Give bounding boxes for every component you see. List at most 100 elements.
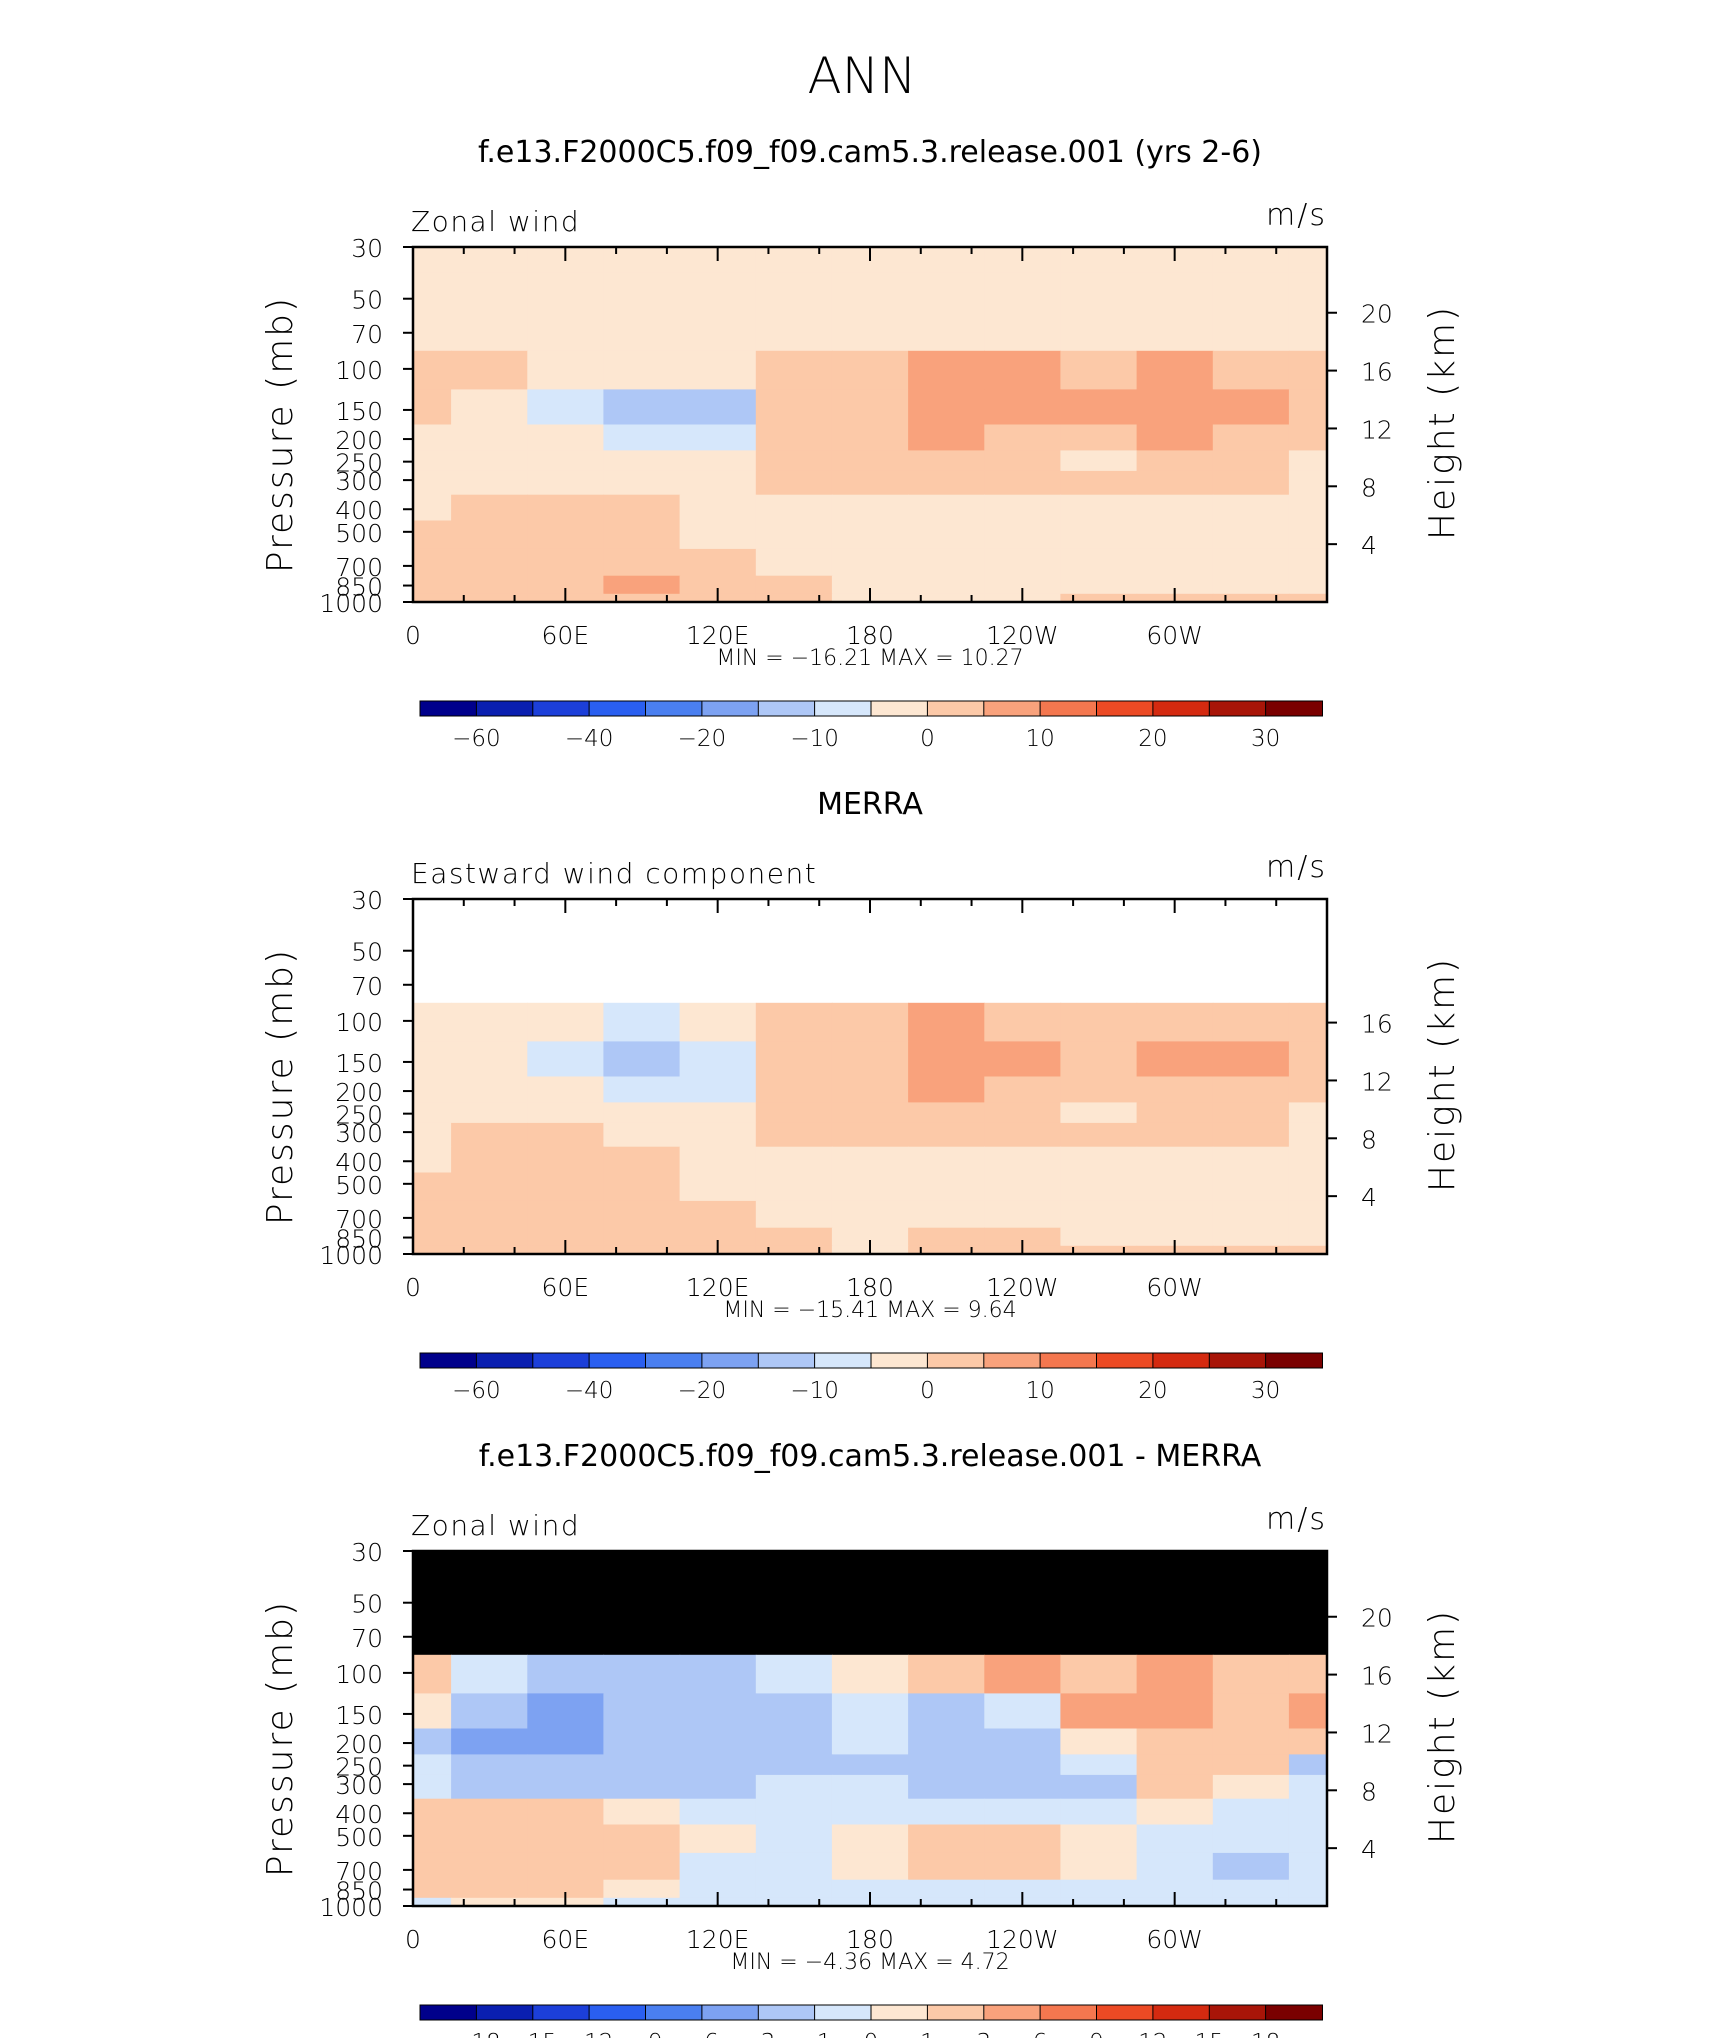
heatmap-cell xyxy=(831,1076,909,1103)
heatmap-cell xyxy=(527,272,605,317)
heatmap-cell xyxy=(451,424,528,451)
heatmap-cell xyxy=(984,1798,1062,1826)
heatmap-cell xyxy=(908,1693,985,1730)
heatmap-cell xyxy=(1288,1227,1328,1247)
heatmap-cell xyxy=(1060,1693,1138,1730)
heatmap-cell xyxy=(831,1102,909,1124)
heatmap-cell xyxy=(679,494,757,522)
heatmap-cell xyxy=(679,1852,757,1881)
heatmap-cell xyxy=(1212,450,1290,472)
colorbar-box xyxy=(475,1352,534,1369)
heatmap-cell xyxy=(1212,1200,1290,1229)
heatmap-cell xyxy=(831,272,909,317)
heatmap-cell xyxy=(1212,1897,1290,1907)
heatmap-cell xyxy=(908,575,985,595)
heatmap-cell xyxy=(1212,247,1290,274)
heatmap-cell xyxy=(451,899,528,926)
heatmap-cell xyxy=(413,967,452,1004)
height-tick-label: 16 xyxy=(1361,1010,1393,1039)
heatmap-cell xyxy=(1288,1041,1328,1078)
heatmap-cell xyxy=(527,1798,605,1826)
colorbar-box xyxy=(588,700,647,717)
pressure-tick-label: 300 xyxy=(335,1771,383,1800)
heatmap-cell xyxy=(603,520,681,550)
heatmap-cell xyxy=(984,1754,1062,1776)
heatmap-cell xyxy=(984,548,1062,577)
heatmap-cell xyxy=(1136,1619,1214,1656)
heatmap-cell xyxy=(1060,1576,1138,1621)
colorbar-box xyxy=(1208,700,1267,717)
heatmap-cell xyxy=(1136,424,1214,451)
heatmap-cell xyxy=(1288,1102,1328,1124)
pressure-tick-label: 70 xyxy=(351,972,383,1001)
units-label: m/s xyxy=(1266,1502,1327,1537)
heatmap-cell xyxy=(527,450,605,472)
heatmap-cell xyxy=(527,924,605,969)
heatmap-cell xyxy=(908,1076,985,1103)
colorbar-box xyxy=(645,2004,703,2021)
colorbar-box xyxy=(1096,2004,1154,2021)
colorbar-box xyxy=(419,2004,478,2021)
colorbar-label: −10 xyxy=(790,1378,839,1404)
colorbar-label: 9 xyxy=(1089,2030,1104,2038)
heatmap-cell xyxy=(413,1227,452,1247)
x-tick-label: 60W xyxy=(1146,1273,1203,1302)
height-tick-label: 16 xyxy=(1361,358,1393,387)
heatmap-cell xyxy=(1136,520,1214,550)
heatmap-cell xyxy=(413,1728,452,1755)
units-label: m/s xyxy=(1266,850,1327,885)
heatmap-cell xyxy=(1136,924,1214,969)
heatmap-cell xyxy=(908,470,985,496)
pressure-tick-label: 300 xyxy=(335,1119,383,1148)
heatmap-cell xyxy=(413,1102,452,1124)
colorbar-label: −18 xyxy=(452,2030,501,2038)
x-tick-label: 60E xyxy=(542,1273,590,1302)
heatmap-cell xyxy=(413,520,452,550)
colorbar-box xyxy=(926,1352,985,1369)
heatmap-cell xyxy=(451,1654,528,1694)
heatmap-cell xyxy=(908,1200,985,1229)
y-axis-title-right: Height (km) xyxy=(1422,305,1463,540)
heatmap-cell xyxy=(527,1576,605,1621)
pressure-tick-label: 300 xyxy=(335,467,383,496)
colorbar-box xyxy=(1096,1352,1154,1369)
heatmap-cell xyxy=(527,1654,605,1694)
colorbar-box xyxy=(870,2004,929,2021)
colorbar-label: 18 xyxy=(1251,2030,1280,2038)
heatmap-cell xyxy=(755,967,833,1004)
heatmap-cell xyxy=(413,1245,452,1255)
heatmap-cell xyxy=(679,424,757,451)
heatmap-cell xyxy=(831,575,909,595)
heatmap-cell xyxy=(831,924,909,969)
heatmap-cell xyxy=(1060,1852,1138,1881)
colorbar-box xyxy=(645,700,703,717)
heatmap-cell xyxy=(451,1172,528,1202)
heatmap-cell xyxy=(603,1551,681,1578)
heatmap-cell xyxy=(1060,1172,1138,1202)
heatmap-cell xyxy=(831,1879,909,1899)
pressure-tick-label: 150 xyxy=(335,1049,383,1078)
heatmap-cell xyxy=(1288,247,1328,274)
heatmap-cell xyxy=(984,967,1062,1004)
heatmap-cell xyxy=(413,1041,452,1078)
colorbar: −60 −40 −20 −10 0 10 20 30 xyxy=(419,700,1323,752)
heatmap-cell xyxy=(1060,1754,1138,1776)
colorbar-box xyxy=(419,1352,478,1369)
colorbar-box xyxy=(701,700,760,717)
x-tick-label: 120W xyxy=(986,1925,1058,1954)
heatmap-cell xyxy=(755,1102,833,1124)
heatmap-cell xyxy=(1060,967,1138,1004)
heatmap-cell xyxy=(755,1654,833,1694)
heatmap-cell xyxy=(527,1122,605,1148)
heatmap-cell xyxy=(755,899,833,926)
heatmap-cell xyxy=(603,1245,681,1255)
min-max-stats: MIN = −15.41 MAX = 9.64 xyxy=(723,1298,1016,1323)
heatmap-cell xyxy=(603,1754,681,1776)
colorbar-label: −60 xyxy=(452,1378,501,1404)
heatmap-cell xyxy=(451,1619,528,1656)
heatmap-cell xyxy=(679,1619,757,1656)
heatmap-cell xyxy=(1212,967,1290,1004)
colorbar-box xyxy=(1265,1352,1323,1369)
heatmap-cell xyxy=(1136,389,1214,426)
pressure-tick-label: 250 xyxy=(335,449,383,478)
